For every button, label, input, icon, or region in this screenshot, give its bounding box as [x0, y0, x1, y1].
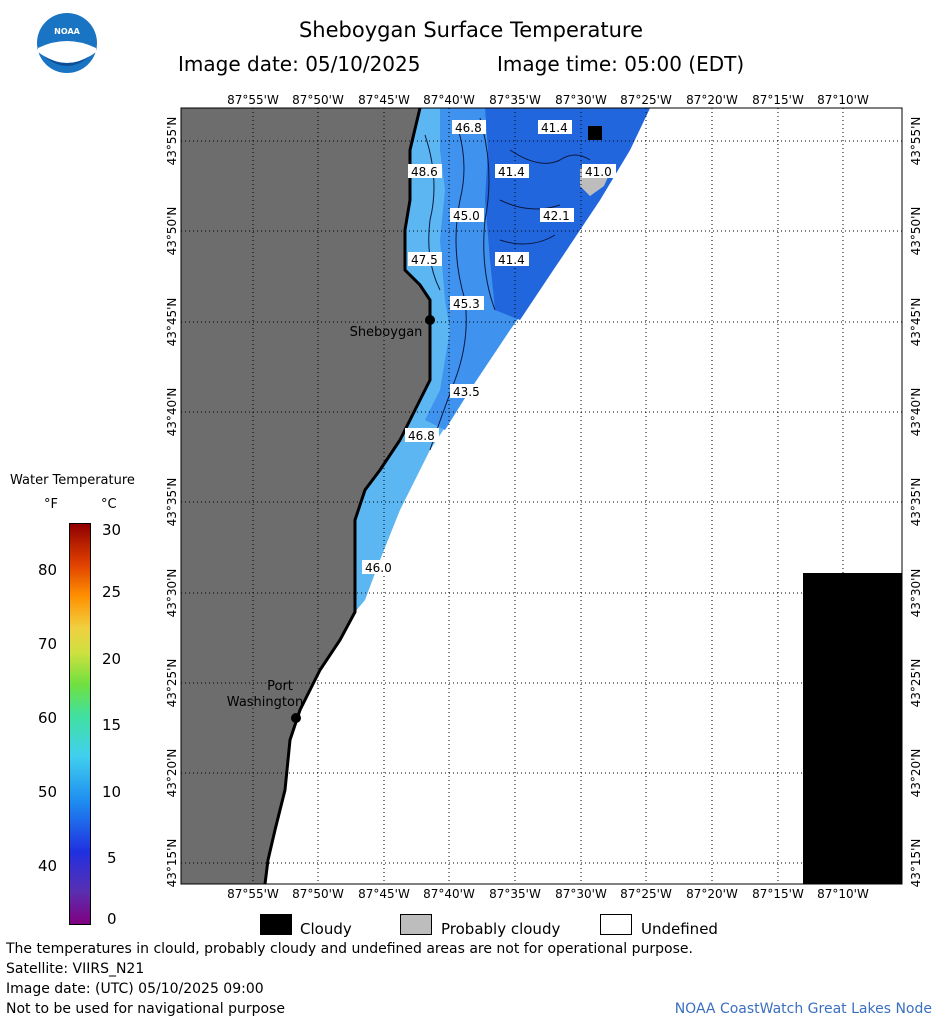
lon-label-bottom: 87°55'W — [227, 887, 279, 901]
lat-label-left: 43°40'N — [165, 388, 179, 437]
f-tick-50: 50 — [38, 783, 58, 801]
c-tick-25: 25 — [102, 583, 122, 601]
lon-label-bottom: 87°25'W — [620, 887, 672, 901]
nav-warning-text: Not to be used for navigational purpose — [6, 1001, 285, 1017]
lat-label-right: 43°55'N — [909, 117, 923, 166]
credit-text: NOAA CoastWatch Great Lakes Node — [674, 1001, 932, 1017]
temp-label: 41.0 — [585, 165, 612, 179]
lat-label-right: 43°40'N — [909, 388, 923, 437]
port-washington-label-line1: Port — [267, 679, 293, 694]
temp-label: 46.0 — [365, 561, 392, 575]
lon-label-bottom: 87°10'W — [817, 887, 869, 901]
port-washington-marker — [291, 713, 301, 723]
temp-label: 46.8 — [455, 121, 482, 135]
port-washington-label-line2: Washington — [227, 695, 303, 710]
lon-label-top: 87°55'W — [227, 93, 279, 107]
lat-label-left: 43°20'N — [165, 749, 179, 798]
temp-label: 45.3 — [453, 297, 480, 311]
probably-cloudy-label: Probably cloudy — [441, 920, 561, 938]
lat-label-right: 43°25'N — [909, 659, 923, 708]
lon-label-top: 87°30'W — [555, 93, 607, 107]
temperature-labels: 46.8 41.4 48.6 41.4 41.0 45.0 42.1 47.5 … — [362, 120, 616, 575]
c-tick-15: 15 — [102, 716, 122, 734]
f-tick-60: 60 — [38, 709, 58, 727]
image-time: Image time: 05:00 (EDT) — [497, 52, 745, 76]
temp-label: 41.4 — [498, 165, 525, 179]
f-tick-70: 70 — [38, 635, 58, 653]
lon-label-bottom: 87°15'W — [752, 887, 804, 901]
f-tick-80: 80 — [38, 561, 58, 579]
map-frame — [180, 107, 903, 885]
undefined-label: Undefined — [641, 920, 718, 938]
lon-label-top: 87°40'W — [423, 93, 475, 107]
temp-label: 43.5 — [453, 385, 480, 399]
disclaimer-text: The temperatures in clould, probably clo… — [6, 941, 693, 957]
lon-label-top: 87°15'W — [752, 93, 804, 107]
temp-label: 46.8 — [408, 429, 435, 443]
c-tick-10: 10 — [102, 783, 122, 801]
noaa-logo: NOAA — [37, 13, 97, 73]
lat-label-right: 43°45'N — [909, 298, 923, 347]
c-tick-5: 5 — [107, 849, 117, 867]
c-tick-20: 20 — [102, 650, 122, 668]
f-tick-40: 40 — [38, 857, 58, 875]
temp-label: 41.4 — [498, 253, 525, 267]
lon-label-top: 87°45'W — [358, 93, 410, 107]
lon-label-top: 87°25'W — [620, 93, 672, 107]
image-date: Image date: 05/10/2025 — [178, 52, 421, 76]
c-tick-30: 30 — [102, 521, 122, 539]
lat-label-left: 43°30'N — [165, 569, 179, 618]
lat-label-left: 43°55'N — [165, 117, 179, 166]
sst-map: 87°55'W 87°50'W 87°45'W 87°40'W 87°35'W … — [165, 93, 923, 901]
lat-label-left: 43°45'N — [165, 298, 179, 347]
lat-label-right: 43°35'N — [909, 478, 923, 527]
undefined-swatch — [600, 914, 632, 935]
temp-label: 45.0 — [453, 209, 480, 223]
cloudy-label: Cloudy — [300, 920, 352, 938]
temp-label: 48.6 — [411, 165, 438, 179]
satellite-text: Satellite: VIIRS_N21 — [6, 961, 145, 977]
logo-text: NOAA — [54, 27, 80, 36]
cloudy-swatch — [260, 914, 292, 935]
lon-label-top: 87°35'W — [489, 93, 541, 107]
cloudy-area — [803, 573, 902, 884]
lat-label-right: 43°20'N — [909, 749, 923, 798]
lat-label-left: 43°15'N — [165, 839, 179, 888]
lat-label-right: 43°15'N — [909, 839, 923, 888]
lat-label-right: 43°50'N — [909, 207, 923, 256]
lat-label-left: 43°25'N — [165, 659, 179, 708]
legend-unit-f: °F — [44, 497, 58, 512]
cloudy-pixel — [588, 126, 602, 140]
c-tick-0: 0 — [107, 910, 117, 928]
lon-label-bottom: 87°35'W — [489, 887, 541, 901]
land — [181, 108, 430, 884]
sheboygan-label: Sheboygan — [350, 325, 423, 340]
lat-label-right: 43°30'N — [909, 569, 923, 618]
lon-label-top: 87°50'W — [292, 93, 344, 107]
page-title: Sheboygan Surface Temperature — [298, 18, 644, 42]
lon-label-bottom: 87°45'W — [358, 887, 410, 901]
lon-label-bottom: 87°50'W — [292, 887, 344, 901]
probably-cloudy-swatch — [400, 914, 432, 935]
lon-label-top: 87°10'W — [817, 93, 869, 107]
sheboygan-marker — [425, 315, 435, 325]
legend-unit-c: °C — [101, 497, 117, 512]
legend-title: Water Temperature — [10, 473, 135, 488]
shoreline — [263, 107, 432, 885]
graticule — [181, 108, 902, 884]
color-scale-bar — [69, 523, 91, 925]
utc-date-text: Image date: (UTC) 05/10/2025 09:00 — [6, 981, 264, 997]
lon-label-bottom: 87°30'W — [555, 887, 607, 901]
lon-label-bottom: 87°40'W — [423, 887, 475, 901]
lon-label-top: 87°20'W — [686, 93, 738, 107]
temp-label: 41.4 — [541, 121, 568, 135]
temp-label: 47.5 — [411, 253, 438, 267]
lat-label-left: 43°35'N — [165, 478, 179, 527]
lon-label-bottom: 87°20'W — [686, 887, 738, 901]
temp-label: 42.1 — [543, 209, 570, 223]
lat-label-left: 43°50'N — [165, 207, 179, 256]
